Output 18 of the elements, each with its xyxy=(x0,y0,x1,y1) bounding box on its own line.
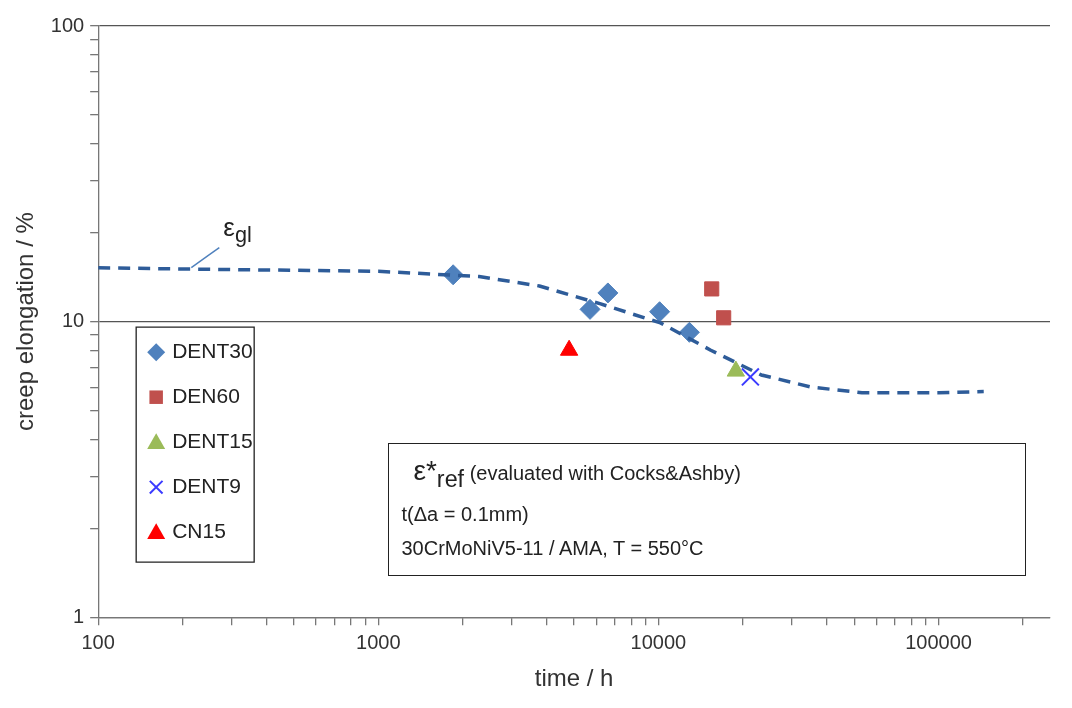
y-tick-label: 10 xyxy=(61,309,85,332)
annotation: t(Δa = 0.1mm) xyxy=(401,502,530,528)
y-tick-label: 100 xyxy=(50,13,85,36)
y-axis-title: creep elongation / % xyxy=(11,212,39,432)
x-tick-label: 10000 xyxy=(630,630,687,653)
annotation: ε$_{gl}$ xyxy=(223,211,252,248)
legend-label: DENT30 xyxy=(172,339,253,362)
x-tick-label: 100000 xyxy=(905,630,972,653)
annotation: 30CrMoNiV5-11 / AMA, T = 550°C xyxy=(401,536,705,562)
legend-label: DEN60 xyxy=(172,384,240,407)
x-tick-label: 1000 xyxy=(356,630,401,653)
y-tick-label: 1 xyxy=(73,604,85,627)
legend-label: DENT15 xyxy=(172,429,253,452)
x-tick-label: 100 xyxy=(81,630,115,653)
annotation: ε*$_{ref}$ (evaluated with Cocks&Ashby) xyxy=(413,454,741,492)
legend-label: DENT9 xyxy=(172,474,242,497)
legend-label: CN15 xyxy=(172,519,226,542)
x-axis-title: time / h xyxy=(534,664,614,692)
